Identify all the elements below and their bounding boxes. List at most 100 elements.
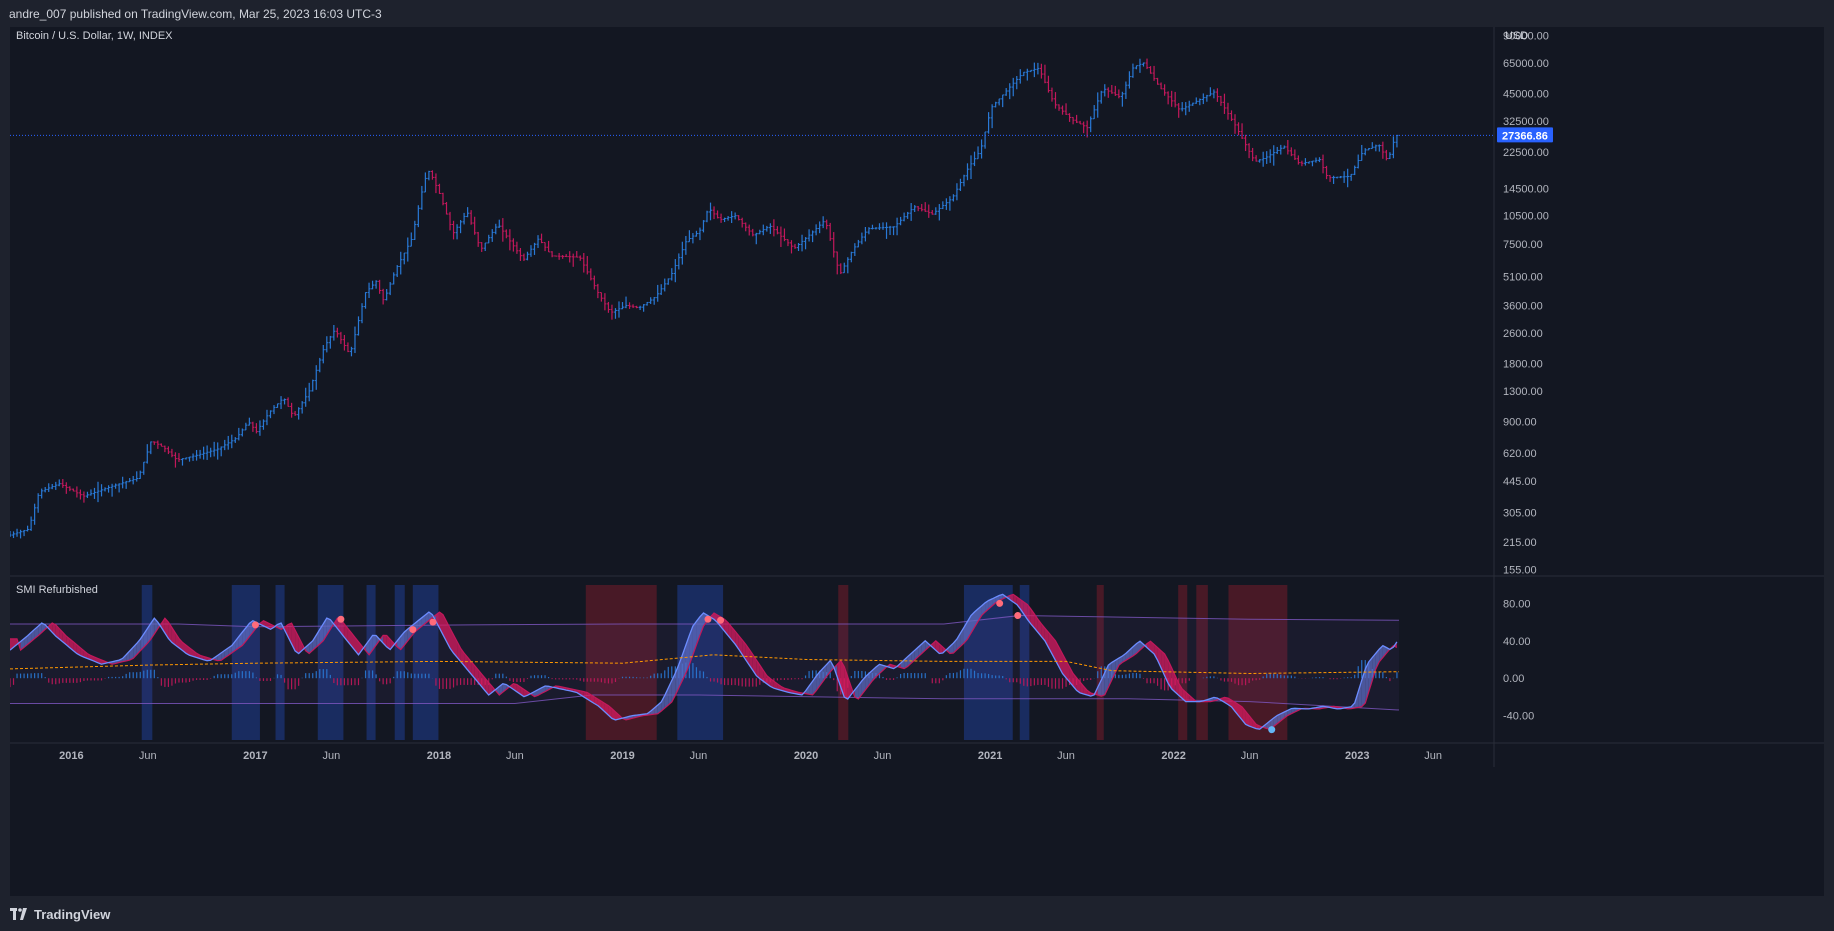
- smi-tick-label: 40.00: [1503, 636, 1531, 648]
- time-tick-label: Jun: [874, 750, 892, 762]
- smi-fill-segment: [1252, 720, 1257, 729]
- smi-zone: [1019, 585, 1030, 740]
- last-price-badge: [1497, 127, 1553, 143]
- smi-fill-segment: [48, 623, 53, 633]
- smi-fill-segment: [1140, 641, 1144, 651]
- smi-zone: [1196, 585, 1208, 740]
- smi-fill-segment: [696, 616, 700, 645]
- smi-marker: [337, 615, 345, 623]
- smi-fill-segment: [457, 641, 461, 662]
- smi-fill-segment: [474, 665, 479, 683]
- price-tick-label: 32500.00: [1503, 116, 1549, 128]
- smi-fill-segment: [1044, 628, 1049, 648]
- smi-fill-segment: [777, 683, 781, 691]
- publish-info: andre_007 published on TradingView.com, …: [9, 7, 382, 21]
- smi-fill-segment: [443, 614, 447, 642]
- tradingview-logo[interactable]: TradingView: [10, 906, 110, 922]
- smi-fill-segment: [400, 632, 405, 650]
- smi-fill-segment: [1083, 686, 1088, 695]
- smi-zone: [412, 585, 439, 740]
- chart-title: Bitcoin / U.S. Dollar, 1W, INDEX: [16, 30, 173, 42]
- currency-label: USD: [1505, 30, 1528, 42]
- time-tick-label: Jun: [506, 750, 524, 762]
- smi-zone: [394, 585, 405, 740]
- smi-fill-segment: [992, 597, 996, 606]
- smi-fill-segment: [809, 681, 813, 695]
- smi-fill-segment: [932, 640, 936, 651]
- smi-fill-segment: [1256, 724, 1260, 730]
- smi-fill-segment: [745, 644, 750, 665]
- smi-fill-segment: [150, 618, 155, 640]
- smi-fill-segment: [1175, 675, 1179, 696]
- chart-frame: 90000.00 65000.00 45000.00 32500.00 22500.00…: [10, 27, 1824, 896]
- time-tick-label: 2021: [978, 750, 1002, 762]
- time-tick-label: 2023: [1345, 750, 1369, 762]
- smi-fill-segment: [133, 643, 137, 659]
- smi-fill-segment: [545, 686, 549, 692]
- smi-marker: [429, 618, 437, 626]
- price-tick-label: 620.00: [1503, 448, 1537, 460]
- smi-fill-segment: [946, 646, 950, 654]
- smi-pane: [10, 585, 1400, 740]
- smi-zone: [231, 585, 260, 740]
- smi-fill-segment: [1231, 700, 1235, 712]
- smi-fill-segment: [390, 639, 394, 650]
- smi-fill-segment: [1016, 596, 1021, 609]
- smi-fill-segment: [495, 686, 500, 695]
- time-tick-label: 2018: [427, 750, 451, 762]
- price-tick-label: 45000.00: [1503, 89, 1549, 101]
- price-tick-label: 900.00: [1503, 417, 1537, 429]
- smi-fill-segment: [83, 650, 88, 659]
- smi-fill-segment: [1358, 680, 1362, 708]
- price-tick-label: 2600.00: [1503, 328, 1543, 340]
- smi-fill-segment: [900, 660, 905, 669]
- smi-fill-segment: [323, 618, 327, 641]
- smi-signal-line: [10, 654, 1400, 675]
- smi-fill-segment: [161, 618, 165, 633]
- price-tick-label: 215.00: [1503, 537, 1537, 549]
- smi-fill-segment: [967, 615, 971, 640]
- smi-fill-segment: [1375, 649, 1380, 669]
- tradingview-logo-icon: [10, 908, 27, 920]
- smi-fill-segment: [344, 624, 348, 642]
- smi-tick-label: -40.00: [1503, 711, 1534, 723]
- time-tick-label: Jun: [1424, 750, 1442, 762]
- smi-marker: [409, 626, 417, 634]
- smi-fill-segment: [369, 635, 373, 655]
- smi-fill-segment: [245, 623, 250, 642]
- smi-fill-segment: [847, 676, 852, 699]
- smi-fill-segment: [13, 638, 17, 648]
- smi-fill-segment: [816, 671, 820, 691]
- smi-fill-segment: [347, 628, 352, 647]
- smi-fill-segment: [355, 637, 359, 655]
- smi-marker: [717, 616, 725, 624]
- smi-fill-segment: [925, 640, 929, 651]
- price-tick-label: 90000.00: [1503, 31, 1549, 43]
- price-tick-label: 10500.00: [1503, 211, 1549, 223]
- smi-marker: [1014, 612, 1022, 620]
- smi-fill-segment: [1242, 706, 1246, 725]
- smi-fill-segment: [478, 669, 482, 687]
- time-tick-label: Jun: [690, 750, 708, 762]
- smi-fill-segment: [615, 711, 619, 720]
- chart-svg[interactable]: 90000.00 65000.00 45000.00 32500.00 22500.00…: [10, 27, 1824, 896]
- smi-fill-segment: [488, 682, 493, 695]
- smi-fill-segment: [1185, 692, 1190, 702]
- smi-fill-segment: [1104, 665, 1109, 695]
- time-tick-label: 2022: [1161, 750, 1185, 762]
- smi-fill-segment: [956, 633, 961, 650]
- smi-fill-segment: [1059, 647, 1063, 674]
- smi-marker: [1268, 726, 1276, 734]
- smi-fill-segment: [664, 687, 669, 709]
- smi-fill-segment: [175, 633, 179, 648]
- smi-zone: [963, 585, 1013, 740]
- smi-fill-segment: [728, 622, 732, 640]
- smi-fill-segment: [326, 618, 331, 636]
- smi-fill-segment: [340, 619, 345, 638]
- smi-zone: [1096, 585, 1104, 740]
- smi-fill-segment: [1168, 660, 1172, 689]
- smi-fill-segment: [291, 623, 296, 651]
- smi-fill-segment: [1069, 667, 1074, 687]
- price-tick-label: 445.00: [1503, 476, 1537, 488]
- tradingview-brand: TradingView: [34, 906, 111, 922]
